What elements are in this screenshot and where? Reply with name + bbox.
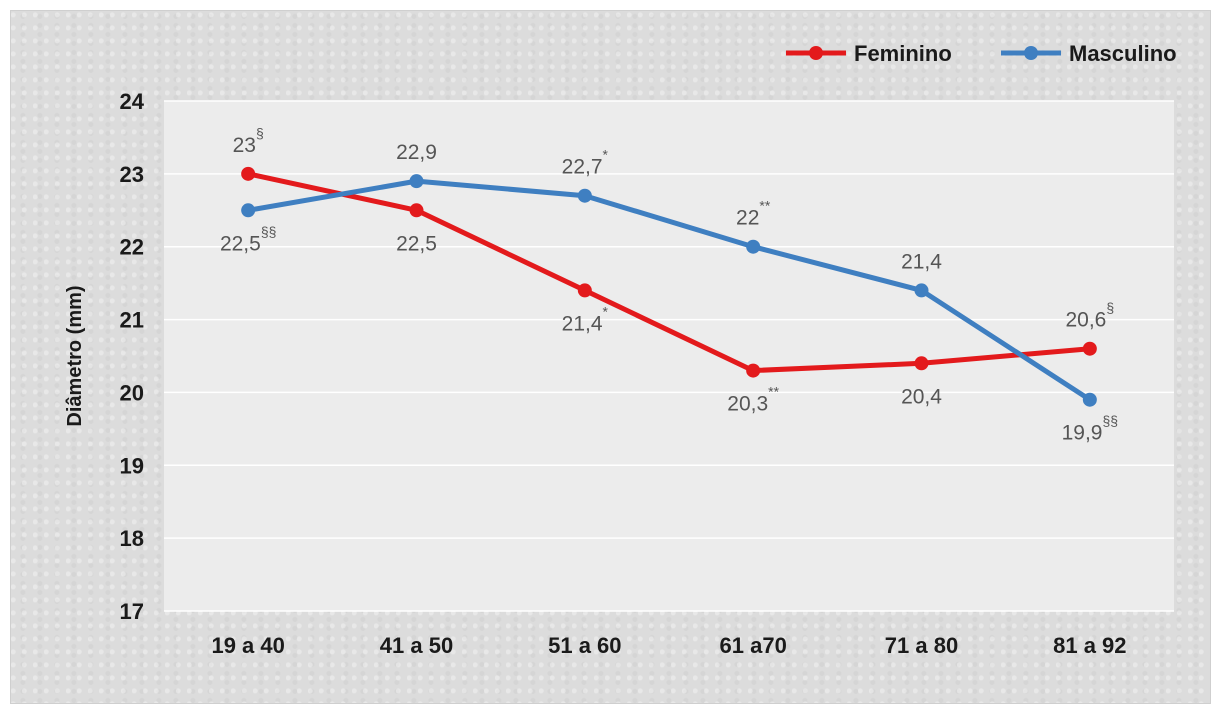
line-chart: 17 18 19 20 21 22 23 24 19 a 40 41 a 50 51 a 60 61…	[64, 41, 1177, 658]
legend: Feminino Masculino	[786, 41, 1177, 66]
data-point-masculino	[746, 239, 761, 254]
gridlines	[164, 100, 1174, 612]
data-point-masculino	[409, 174, 424, 189]
data-label: 19,9§§	[1062, 413, 1118, 445]
x-tick-label: 41 a 50	[380, 633, 453, 658]
data-point-masculino	[241, 203, 256, 218]
y-tick-label: 19	[120, 453, 144, 478]
y-axis-label: Diâmetro (mm)	[64, 285, 86, 426]
y-tick-label: 22	[120, 235, 144, 260]
legend-label: Masculino	[1069, 41, 1177, 66]
series-line-feminino	[247, 171, 1091, 374]
data-label: 22,9	[396, 141, 437, 164]
data-label: 20,3**	[727, 384, 779, 416]
data-label: 22,5§§	[220, 223, 276, 255]
data-point-feminino	[577, 283, 592, 298]
data-point-masculino	[577, 188, 592, 203]
data-label: 22,5	[396, 232, 437, 255]
x-tick-label: 19 a 40	[211, 633, 284, 658]
y-tick-label: 20	[120, 380, 144, 405]
data-point-feminino	[241, 166, 256, 181]
y-tick-label: 24	[120, 89, 145, 114]
data-point-feminino	[409, 203, 424, 218]
legend-swatch-marker	[809, 46, 823, 60]
data-point-masculino	[914, 283, 929, 298]
data-label: 20,6§	[1065, 300, 1114, 332]
data-label: 21,4	[901, 250, 942, 273]
y-tick-label: 17	[120, 599, 144, 624]
data-label: 22,7*	[562, 147, 609, 179]
data-label: 20,4	[901, 385, 942, 408]
y-tick-label: 18	[120, 526, 144, 551]
legend-swatch-marker	[1024, 46, 1038, 60]
y-axis-ticks: 17 18 19 20 21 22 23 24	[120, 89, 145, 624]
x-axis-ticks: 19 a 40 41 a 50 51 a 60 61 a70 71 a 80 81 a 9…	[211, 633, 1126, 658]
data-point-feminino	[746, 363, 761, 378]
series-group: 23§ 22,5 21,4* 20,3** 20,4 20,6§ 22,5§§ 22,9 22,…	[220, 125, 1118, 445]
y-tick-label: 21	[120, 308, 144, 333]
x-tick-label: 61 a70	[720, 633, 787, 658]
data-point-feminino	[914, 356, 929, 371]
data-label: 21,4*	[562, 303, 609, 335]
series-line-masculino	[247, 178, 1092, 402]
y-tick-label: 23	[120, 162, 144, 187]
data-label: 23§	[233, 125, 264, 157]
x-tick-label: 71 a 80	[885, 633, 958, 658]
x-tick-label: 51 a 60	[548, 633, 621, 658]
data-point-feminino	[1082, 341, 1097, 356]
data-label: 22**	[736, 198, 771, 230]
legend-label: Feminino	[854, 41, 952, 66]
chart-frame: 17 18 19 20 21 22 23 24 19 a 40 41 a 50 51 a 60 61…	[10, 10, 1211, 704]
data-point-masculino	[1082, 392, 1097, 407]
x-tick-label: 81 a 92	[1053, 633, 1126, 658]
